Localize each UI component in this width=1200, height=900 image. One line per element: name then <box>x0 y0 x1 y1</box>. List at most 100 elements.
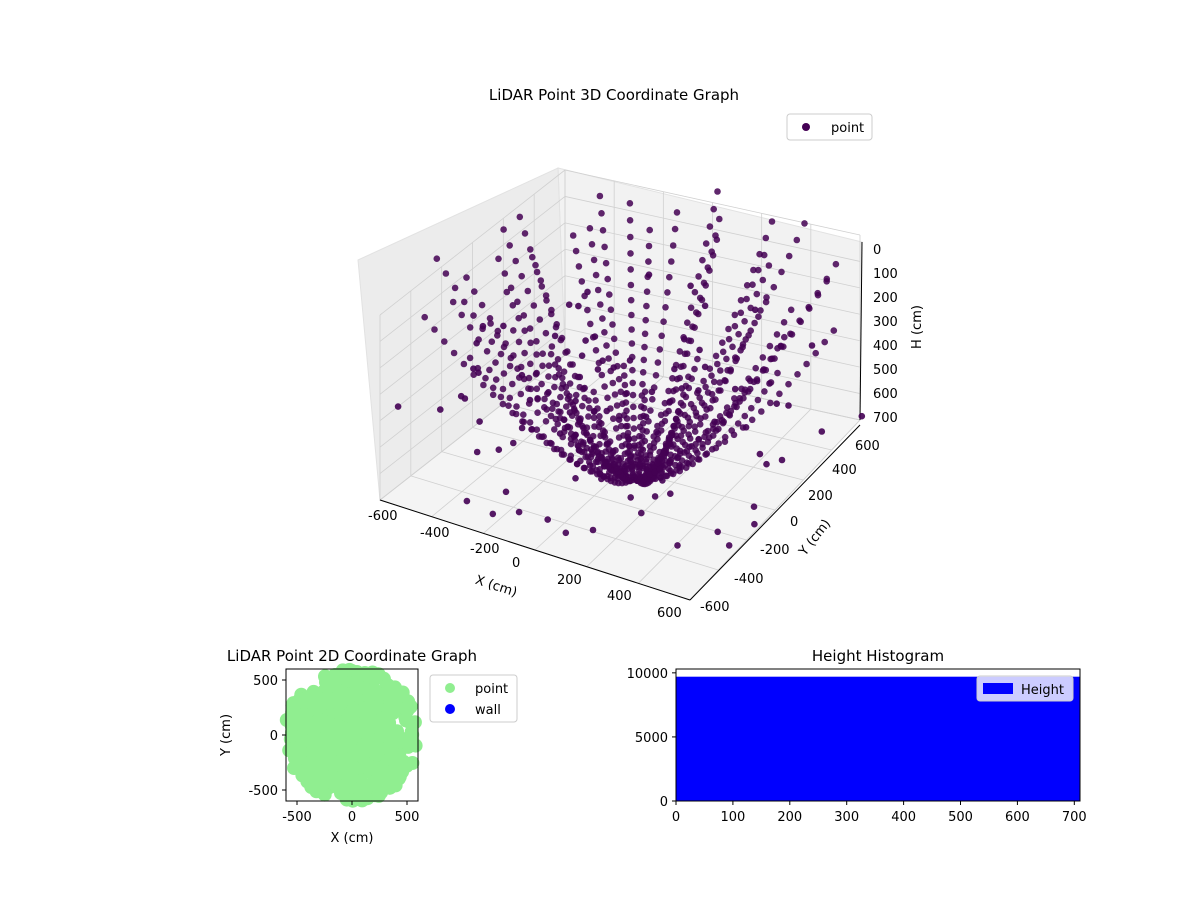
data-point <box>584 306 591 314</box>
y-tick-label: 600 <box>855 439 880 454</box>
data-point <box>327 755 342 770</box>
chart-3d-z-label: H (cm) <box>910 305 925 349</box>
data-point <box>695 273 702 280</box>
data-point <box>808 342 816 349</box>
x-tick-label: 600 <box>657 606 682 621</box>
data-point <box>751 520 758 528</box>
data-point <box>567 456 574 463</box>
data-point <box>629 391 637 399</box>
data-point <box>670 387 677 395</box>
data-point <box>627 494 634 501</box>
data-point <box>551 426 558 433</box>
data-point <box>590 388 597 396</box>
data-point <box>624 422 631 430</box>
data-point <box>507 284 515 292</box>
data-point <box>613 402 621 409</box>
chart-2d-y-label: Y (cm) <box>219 714 234 757</box>
data-point <box>562 349 569 356</box>
data-point <box>759 367 767 374</box>
data-point <box>685 384 693 392</box>
data-point <box>701 302 709 310</box>
data-point <box>756 450 764 458</box>
data-point <box>572 391 580 399</box>
data-point <box>538 283 546 290</box>
data-point <box>451 284 459 292</box>
data-point <box>688 454 696 462</box>
data-point <box>710 378 718 386</box>
data-point <box>598 475 605 483</box>
legend-label-point: point <box>475 682 508 697</box>
x-tick-label: 400 <box>891 810 916 825</box>
data-point <box>671 453 679 460</box>
data-point <box>748 404 755 412</box>
data-point <box>719 348 727 356</box>
data-point <box>773 331 781 338</box>
data-point <box>704 438 712 446</box>
data-point <box>629 379 636 387</box>
data-point <box>565 301 573 309</box>
data-point <box>683 459 691 467</box>
data-point <box>569 232 577 239</box>
data-point <box>741 412 749 420</box>
data-point <box>393 734 408 749</box>
data-point <box>580 424 587 432</box>
data-point <box>403 715 418 730</box>
data-point <box>645 242 653 250</box>
data-point <box>715 440 722 447</box>
data-point <box>640 356 648 364</box>
data-point <box>624 429 632 437</box>
data-point <box>506 394 514 402</box>
data-point <box>649 396 656 403</box>
data-point <box>750 266 757 274</box>
data-point <box>547 439 554 447</box>
data-point <box>545 373 552 380</box>
data-point <box>645 271 653 279</box>
data-point <box>671 225 679 233</box>
data-point <box>370 733 384 748</box>
data-point <box>615 375 623 383</box>
data-point <box>667 490 674 498</box>
data-point <box>674 542 681 549</box>
data-point <box>541 404 548 411</box>
data-point <box>711 418 718 426</box>
data-point <box>618 442 626 450</box>
data-point <box>734 420 742 427</box>
data-point <box>533 351 540 358</box>
back-gridline <box>564 169 861 236</box>
data-point <box>592 397 599 404</box>
data-point <box>536 316 544 323</box>
data-point <box>518 424 526 432</box>
data-point <box>731 385 739 393</box>
data-point <box>598 420 605 427</box>
histogram-legend: Height <box>976 675 1074 702</box>
data-point <box>714 528 721 536</box>
data-point <box>793 236 801 244</box>
side-gridline <box>379 169 566 316</box>
data-point <box>671 365 678 373</box>
data-point <box>766 380 773 387</box>
data-point <box>598 454 605 462</box>
side-gridline <box>379 196 566 342</box>
data-point <box>518 272 525 280</box>
data-point <box>599 427 607 434</box>
data-point <box>533 369 540 377</box>
data-point <box>768 218 776 225</box>
data-point <box>638 509 645 517</box>
data-point <box>552 323 560 331</box>
data-point <box>699 256 706 264</box>
legend-label-wall: wall <box>475 703 501 718</box>
data-point <box>818 428 826 435</box>
data-point <box>442 270 450 277</box>
data-point <box>673 209 681 216</box>
data-point <box>521 230 529 237</box>
data-point <box>737 309 745 317</box>
data-point <box>694 355 701 363</box>
data-point <box>626 217 634 224</box>
data-point <box>704 264 712 271</box>
data-point <box>514 298 521 306</box>
data-point <box>572 247 580 255</box>
data-point <box>759 354 767 361</box>
data-point <box>728 427 735 434</box>
data-point <box>495 255 502 263</box>
data-point <box>607 306 615 314</box>
